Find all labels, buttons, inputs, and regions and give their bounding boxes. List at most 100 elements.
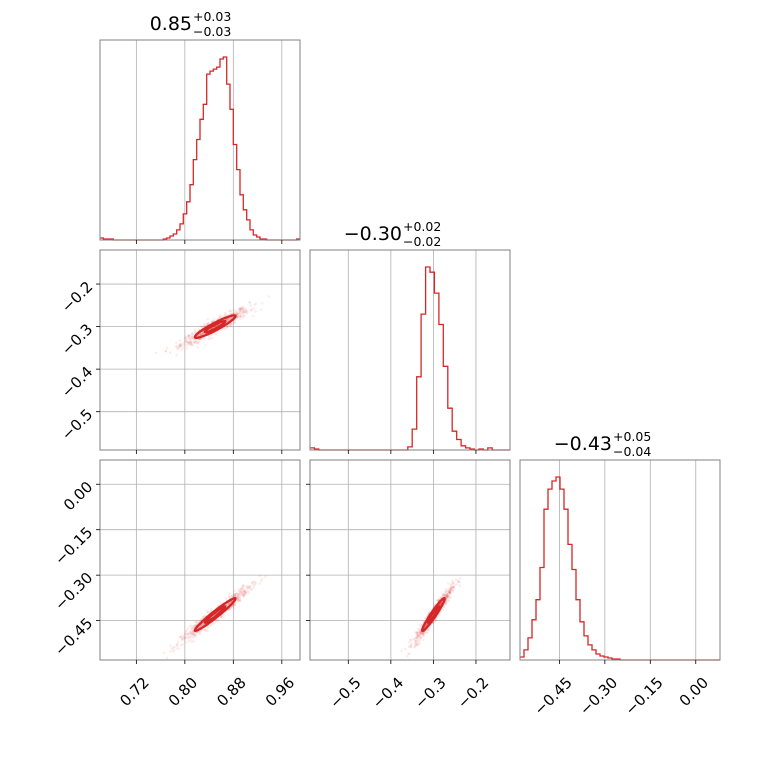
- sample-point: [190, 636, 194, 639]
- sample-point: [237, 307, 241, 311]
- sample-point: [230, 594, 234, 598]
- sample-point: [240, 314, 243, 318]
- sample-point: [448, 597, 452, 600]
- sample-point: [190, 630, 194, 633]
- sample-point: [206, 321, 209, 325]
- sample-point: [242, 594, 245, 598]
- sample-point: [186, 626, 190, 630]
- sample-point: [241, 306, 245, 309]
- sample-point: [192, 340, 196, 344]
- sample-point: [181, 643, 185, 646]
- sample-point: [245, 310, 248, 313]
- sample-point: [188, 339, 192, 343]
- sample-point: [415, 631, 419, 634]
- sample-point: [194, 339, 198, 343]
- sample-point: [243, 314, 246, 318]
- sample-point: [241, 591, 245, 595]
- sample-point: [449, 586, 453, 589]
- sample-point: [446, 593, 450, 597]
- sample-point: [217, 618, 220, 621]
- scatter-panel-2-1: [306, 459, 511, 664]
- sample-point: [227, 310, 231, 313]
- sample-point: [198, 333, 202, 336]
- sample-point: [241, 307, 244, 311]
- sample-point: [189, 343, 193, 346]
- sample-point: [198, 632, 202, 635]
- sample-point: [194, 620, 197, 624]
- sample-point: [419, 635, 422, 638]
- sample-point: [175, 643, 179, 647]
- sample-point: [447, 591, 450, 594]
- sample-point: [188, 624, 192, 628]
- sample-point: [235, 592, 238, 596]
- sample-point: [416, 631, 420, 635]
- sample-point: [230, 312, 234, 315]
- sample-point: [223, 311, 227, 315]
- sample-point: [253, 303, 257, 307]
- sample-point: [191, 631, 194, 635]
- sample-point: [421, 634, 425, 638]
- sample-point: [225, 603, 229, 606]
- sample-point: [237, 598, 240, 601]
- sample-point: [170, 647, 173, 650]
- sample-point: [251, 580, 255, 584]
- sample-point: [219, 615, 223, 618]
- sample-point: [242, 309, 245, 313]
- sample-point: [177, 647, 181, 650]
- sample-point: [232, 309, 236, 312]
- sample-point: [233, 595, 237, 598]
- sample-point: [233, 589, 236, 593]
- sample-point: [179, 635, 183, 639]
- sample-point: [419, 631, 422, 635]
- sample-point: [245, 585, 248, 588]
- sample-point: [207, 337, 210, 341]
- sample-point: [442, 593, 446, 597]
- sample-point: [416, 640, 420, 643]
- sample-point: [450, 588, 454, 592]
- sample-point: [409, 645, 413, 649]
- sample-point: [414, 630, 417, 634]
- sample-point: [238, 309, 242, 313]
- sample-point: [206, 626, 209, 630]
- axes-frame: [99, 459, 301, 661]
- title-value-0: 0.85: [150, 13, 192, 35]
- sample-point: [191, 626, 194, 629]
- sample-point: [234, 594, 237, 597]
- sample-point: [233, 594, 236, 598]
- sample-point: [224, 597, 228, 600]
- sample-point: [247, 585, 251, 589]
- sample-point: [457, 580, 461, 584]
- sample-point: [449, 587, 453, 591]
- sample-point: [250, 581, 254, 585]
- sample-point: [150, 662, 153, 665]
- sample-point: [237, 593, 240, 596]
- sample-point: [239, 315, 243, 318]
- sample-point: [426, 629, 430, 632]
- sample-point: [200, 618, 203, 621]
- sample-point: [201, 332, 204, 336]
- sample-point: [200, 325, 204, 329]
- sample-point: [250, 588, 253, 591]
- sample-point: [236, 592, 239, 596]
- x-tick-label: 0.72: [116, 674, 152, 710]
- sample-point: [180, 639, 184, 642]
- sample-point: [455, 583, 459, 586]
- title-value-2: −0.43: [554, 433, 612, 455]
- sample-point: [240, 308, 244, 312]
- sample-point: [443, 593, 447, 596]
- sample-point: [169, 644, 172, 647]
- sample-point: [227, 602, 230, 605]
- sample-point: [245, 587, 249, 591]
- sample-point: [451, 586, 455, 589]
- sample-point: [244, 308, 247, 312]
- sample-point: [187, 334, 191, 338]
- sample-point: [243, 308, 247, 312]
- sample-point: [251, 581, 254, 584]
- title-value-1: −0.30: [344, 223, 402, 245]
- sample-point: [267, 295, 271, 298]
- sample-point: [242, 589, 245, 593]
- sample-point: [201, 615, 205, 618]
- sample-point: [225, 325, 229, 329]
- sample-point: [413, 645, 416, 649]
